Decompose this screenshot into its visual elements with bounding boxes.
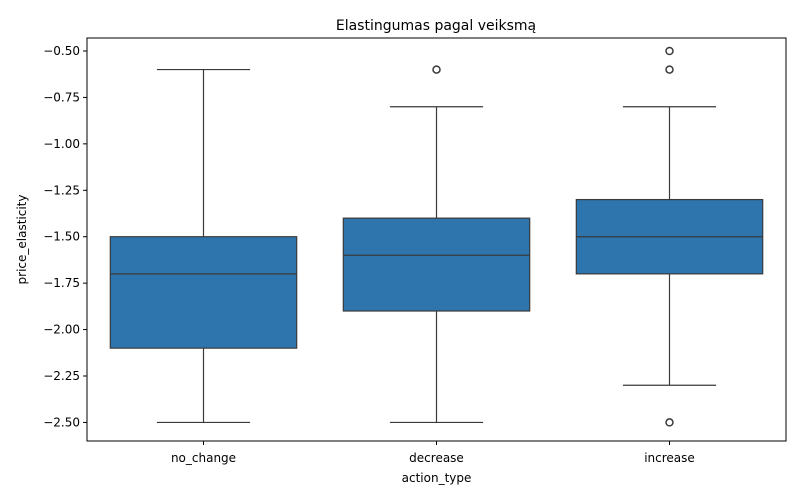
iqr-box [109, 236, 298, 349]
outlier-point [665, 46, 674, 56]
y-tick-label: −2.25 [43, 369, 80, 383]
box-group-decrease [342, 65, 531, 424]
y-tick-label: −1.75 [43, 276, 80, 290]
y-tick-label: −1.50 [43, 230, 80, 244]
chart-title: Elastingumas pagal veiksmą [336, 18, 536, 34]
box-group-increase [575, 46, 764, 427]
x-axis: no_change decrease increase [171, 441, 695, 465]
y-tick-label: −0.75 [43, 90, 80, 104]
y-tick-label: −2.50 [43, 415, 80, 429]
outlier-point [665, 418, 674, 427]
y-axis: −0.50 −0.75 −1.00 −1.25 −1.50 −1.75 −2.00 −2.25… [43, 44, 87, 429]
plot-area [109, 46, 764, 427]
box-group-no_change [109, 68, 298, 424]
x-tick-label: increase [644, 451, 695, 465]
x-tick-label: no_change [171, 451, 236, 465]
y-tick-label: −2.00 [43, 323, 80, 337]
outlier-point [432, 65, 441, 74]
y-axis-title: price_elasticity [15, 195, 29, 285]
iqr-box [342, 217, 531, 312]
outlier-point [665, 65, 674, 74]
x-axis-title: action_type [402, 471, 472, 485]
y-tick-label: −0.50 [43, 44, 80, 58]
x-tick-label: decrease [409, 451, 464, 465]
y-tick-label: −1.25 [43, 183, 80, 197]
y-tick-label: −1.00 [43, 137, 80, 151]
